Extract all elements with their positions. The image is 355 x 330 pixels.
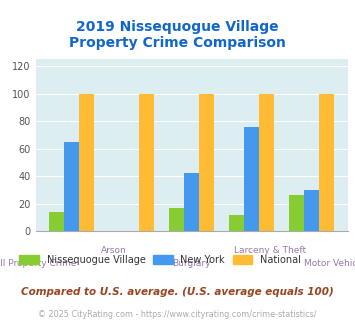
Bar xyxy=(244,127,259,231)
Text: © 2025 CityRating.com - https://www.cityrating.com/crime-statistics/: © 2025 CityRating.com - https://www.city… xyxy=(38,310,317,319)
Text: Burglary: Burglary xyxy=(173,259,211,268)
Bar xyxy=(169,208,184,231)
Text: Arson: Arson xyxy=(101,246,126,255)
Text: Compared to U.S. average. (U.S. average equals 100): Compared to U.S. average. (U.S. average … xyxy=(21,287,334,297)
Text: Larceny & Theft: Larceny & Theft xyxy=(234,246,306,255)
Bar xyxy=(304,190,320,231)
Bar xyxy=(199,94,214,231)
Bar xyxy=(139,94,154,231)
Bar xyxy=(320,94,334,231)
Text: Motor Vehicle Theft: Motor Vehicle Theft xyxy=(304,259,355,268)
Text: All Property Crime: All Property Crime xyxy=(0,259,77,268)
Bar xyxy=(49,212,64,231)
Bar xyxy=(79,94,94,231)
Legend: Nissequogue Village, New York, National: Nissequogue Village, New York, National xyxy=(16,251,305,269)
Text: 2019 Nissequogue Village
Property Crime Comparison: 2019 Nissequogue Village Property Crime … xyxy=(69,20,286,50)
Bar xyxy=(64,142,79,231)
Bar xyxy=(184,173,199,231)
Bar xyxy=(289,195,304,231)
Bar xyxy=(229,214,244,231)
Bar xyxy=(259,94,274,231)
